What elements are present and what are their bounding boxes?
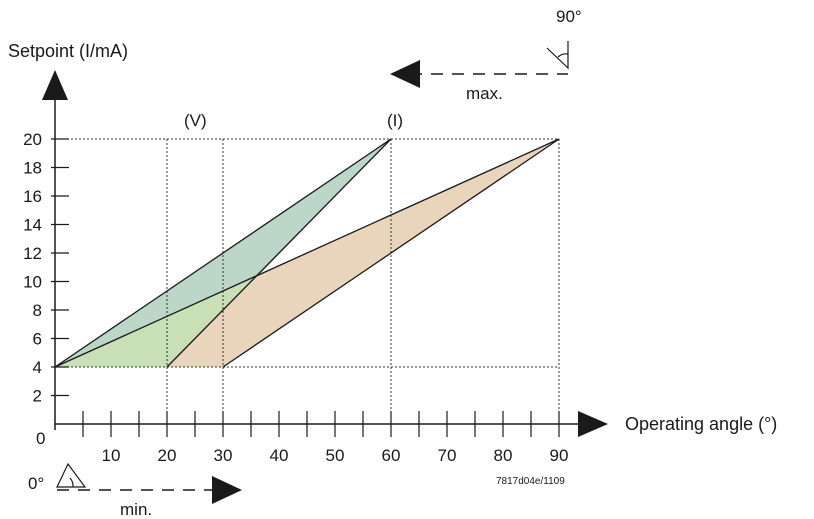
boundary-line-4 [222, 138, 560, 368]
y-tick-label-8: 8 [33, 301, 42, 320]
y-tick-label-18: 18 [23, 159, 42, 178]
x-tick-label-20: 20 [158, 446, 177, 465]
x-tick-label-40: 40 [270, 446, 289, 465]
y-tick-label-6: 6 [33, 330, 42, 349]
x-tick-label-50: 50 [326, 446, 345, 465]
angle-0-icon [56, 462, 87, 488]
x-tick-label-70: 70 [438, 446, 457, 465]
boundary-line-3 [166, 138, 392, 368]
x-axis-title: Operating angle (°) [625, 414, 777, 434]
axes [42, 70, 608, 437]
x-tick-label-90: 90 [550, 446, 569, 465]
max-label: max. [466, 84, 503, 103]
i-curve-label: (I) [387, 111, 403, 130]
x-tick-label-30: 30 [214, 446, 233, 465]
y-axis-arrow-icon [42, 70, 68, 100]
reference-lines [55, 138, 560, 424]
x-tick-label-10: 10 [102, 446, 121, 465]
deg0-label: 0° [28, 474, 44, 493]
boundary-line-1 [54, 138, 392, 368]
y-tick-label-10: 10 [23, 273, 42, 292]
document-code: 7817d04e/1109 [496, 476, 565, 487]
x-tick-labels: 10 20 30 40 50 60 70 80 90 [102, 446, 569, 465]
x-tick-label-60: 60 [382, 446, 401, 465]
x-tick-label-80: 80 [494, 446, 513, 465]
y-tick-label-16: 16 [23, 187, 42, 206]
y-tick-label-20: 20 [23, 130, 42, 149]
min-label: min. [120, 500, 152, 519]
v-curve-label: (V) [184, 111, 207, 130]
angle-90-icon [546, 41, 569, 70]
boundary-line-2 [54, 138, 560, 368]
min-arrow-icon [212, 476, 242, 504]
y-tick-label-14: 14 [23, 216, 42, 235]
y-tick-label-12: 12 [23, 244, 42, 263]
y-tick-labels: 2 4 6 8 10 12 14 16 18 20 [23, 130, 42, 406]
max-arrow-icon [390, 60, 420, 88]
y-tick-label-2: 2 [33, 387, 42, 406]
x-axis-arrow-icon [578, 411, 608, 437]
boundary-lines [54, 138, 560, 368]
deg90-label: 90° [556, 7, 582, 26]
y-axis-title: Setpoint (I/mA) [8, 41, 128, 61]
origin-label: 0 [36, 429, 45, 448]
y-tick-label-4: 4 [33, 358, 42, 377]
